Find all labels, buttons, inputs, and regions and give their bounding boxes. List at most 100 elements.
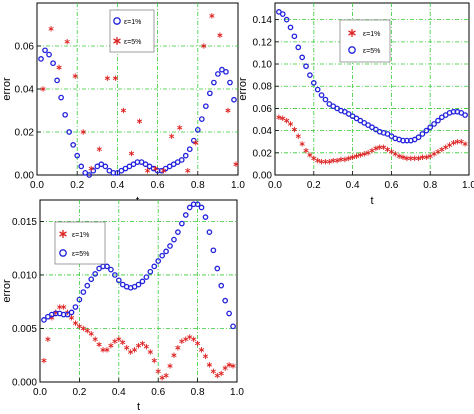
chart-1-xtick-label: 0.4 <box>110 180 124 191</box>
chart-3-xlabel: t <box>137 401 140 413</box>
chart-3-point <box>210 247 217 254</box>
chart-3-ytick-label: 0.010 <box>12 270 37 281</box>
chart-1-point <box>202 103 209 110</box>
chart-1-ytick-label: 0.00 <box>15 171 35 182</box>
chart-2-point <box>299 54 306 61</box>
chart-1-point <box>42 47 48 54</box>
chart-2-xtick-label: 0.0 <box>268 180 282 191</box>
chart-2-xlabel: t <box>370 195 373 207</box>
chart-1-point <box>194 127 201 133</box>
chart-2-point <box>419 131 426 137</box>
chart-1-point <box>182 152 189 159</box>
chart-1-series-1 <box>38 47 237 178</box>
chart-3-ytick-label: 0.005 <box>12 324 37 335</box>
chart-3-ytick-label: 0.015 <box>12 217 37 228</box>
chart-3-point <box>167 243 173 249</box>
chart-2-marks <box>276 9 468 165</box>
chart-3-point <box>112 272 118 278</box>
chart-1-point <box>223 68 229 75</box>
chart-1-point <box>38 56 44 62</box>
chart-1-point <box>66 129 73 135</box>
chart-2-ytick-label: 0.10 <box>253 60 273 71</box>
chart-3-point <box>151 263 158 270</box>
chart-3-point <box>194 201 201 208</box>
chart-2-series-2 <box>276 9 468 144</box>
chart-3-point <box>155 258 162 264</box>
chart-3-legend-label-1: ε=1% <box>72 232 89 239</box>
chart-1-point <box>50 60 56 67</box>
chart-1-point <box>62 111 68 118</box>
chart-1-point <box>58 94 64 101</box>
chart-3-series-2 <box>41 201 236 330</box>
chart-3-xtick-label: 0.8 <box>191 387 205 398</box>
chart-3-point <box>175 229 181 235</box>
chart-2-legend-symbol <box>348 46 356 54</box>
chart-2-point <box>431 121 437 127</box>
chart-2-point <box>415 134 422 141</box>
chart-3-point <box>171 236 177 243</box>
chart-3-xtick-label: 1.0 <box>230 387 244 398</box>
chart-2-point <box>307 72 313 78</box>
chart-2-ytick-label: 0.12 <box>253 37 273 48</box>
chart-3-point <box>230 323 236 330</box>
chart-3-point <box>178 220 185 227</box>
chart-2-legend-marker-2 <box>348 46 356 54</box>
chart-1-xtick-label: 1.0 <box>231 180 245 191</box>
chart-3-point <box>147 268 154 275</box>
chart-3-point <box>143 274 150 280</box>
chart-2-xtick-label: 0.2 <box>307 180 321 191</box>
chart-3-point <box>84 282 91 289</box>
chart-2-point <box>287 24 294 31</box>
chart-3-legend-symbol <box>59 249 67 257</box>
chart-3-xtick-label: 0.6 <box>151 387 165 398</box>
chart-3-legend-marker-2 <box>59 249 67 257</box>
chart-2: 0.0 0.2 0.4 0.6 0.8 1.0 0.00 0.02 0.04 0.06 0.08 0.… <box>237 2 474 207</box>
chart-3-xtick-label: 0.0 <box>33 387 47 398</box>
chart-3-xtick-label: 0.4 <box>112 387 126 398</box>
chart-3-point <box>186 204 193 211</box>
chart-2-ytick-label: 0.04 <box>253 126 273 137</box>
chart-1-point <box>78 163 85 170</box>
chart-2-ticks: 0.0 0.2 0.4 0.6 0.8 1.0 0.00 0.02 0.04 0.06 0.08 0.… <box>253 15 474 191</box>
chart-3-point <box>226 310 232 317</box>
chart-3: 0.0 0.2 0.4 0.6 0.8 1.0 0.000 0.005 0.010 0.015 t… <box>1 199 244 413</box>
chart-2-legend-label-2: ε=5% <box>363 48 380 55</box>
chart-3-xtick-label: 0.2 <box>72 387 86 398</box>
chart-3-point <box>88 276 95 283</box>
chart-2-xtick-label: 0.6 <box>384 180 398 191</box>
chart-2-point <box>279 11 286 17</box>
chart-3-point <box>68 309 75 316</box>
chart-2-ytick-label: 0.02 <box>253 148 273 159</box>
chart-3-point <box>182 212 189 218</box>
chart-1-legend: ε=1% ε=5% <box>109 9 155 53</box>
chart-1-legend-marker-1 <box>113 17 121 25</box>
chart-1-point <box>70 142 77 148</box>
chart-3-marks <box>41 201 236 381</box>
chart-1-point <box>211 79 217 86</box>
chart-1-legend-label-1: ε=1% <box>124 19 141 26</box>
chart-1-xtick-label: 0.2 <box>70 180 84 191</box>
chart-3-legend: ε=1% ε=5% <box>54 221 106 265</box>
chart-2-point <box>318 92 325 98</box>
chart-2-ylabel: error <box>237 77 249 101</box>
chart-3-point <box>159 252 165 259</box>
chart-1-ytick-label: 0.06 <box>15 42 35 53</box>
chart-2-point <box>435 117 441 124</box>
chart-1-xtick-label: 0.6 <box>151 180 165 191</box>
chart-1-point <box>46 51 52 58</box>
chart-2-legend-box <box>339 19 391 63</box>
chart-2-legend: ε=1% ε=5% <box>339 19 391 63</box>
chart-1-point <box>215 71 221 77</box>
chart-2-ytick-label: 0.00 <box>253 171 273 182</box>
chart-3-point <box>135 281 142 288</box>
chart-2-point <box>291 33 298 40</box>
chart-3-point <box>72 304 79 310</box>
chart-3-point <box>222 297 229 304</box>
chart-1-point <box>102 163 109 170</box>
chart-3-point <box>206 229 213 235</box>
chart-2-point <box>322 96 329 103</box>
chart-1-point <box>86 172 93 178</box>
chart-1-point <box>54 77 60 84</box>
chart-2-point <box>314 86 321 93</box>
